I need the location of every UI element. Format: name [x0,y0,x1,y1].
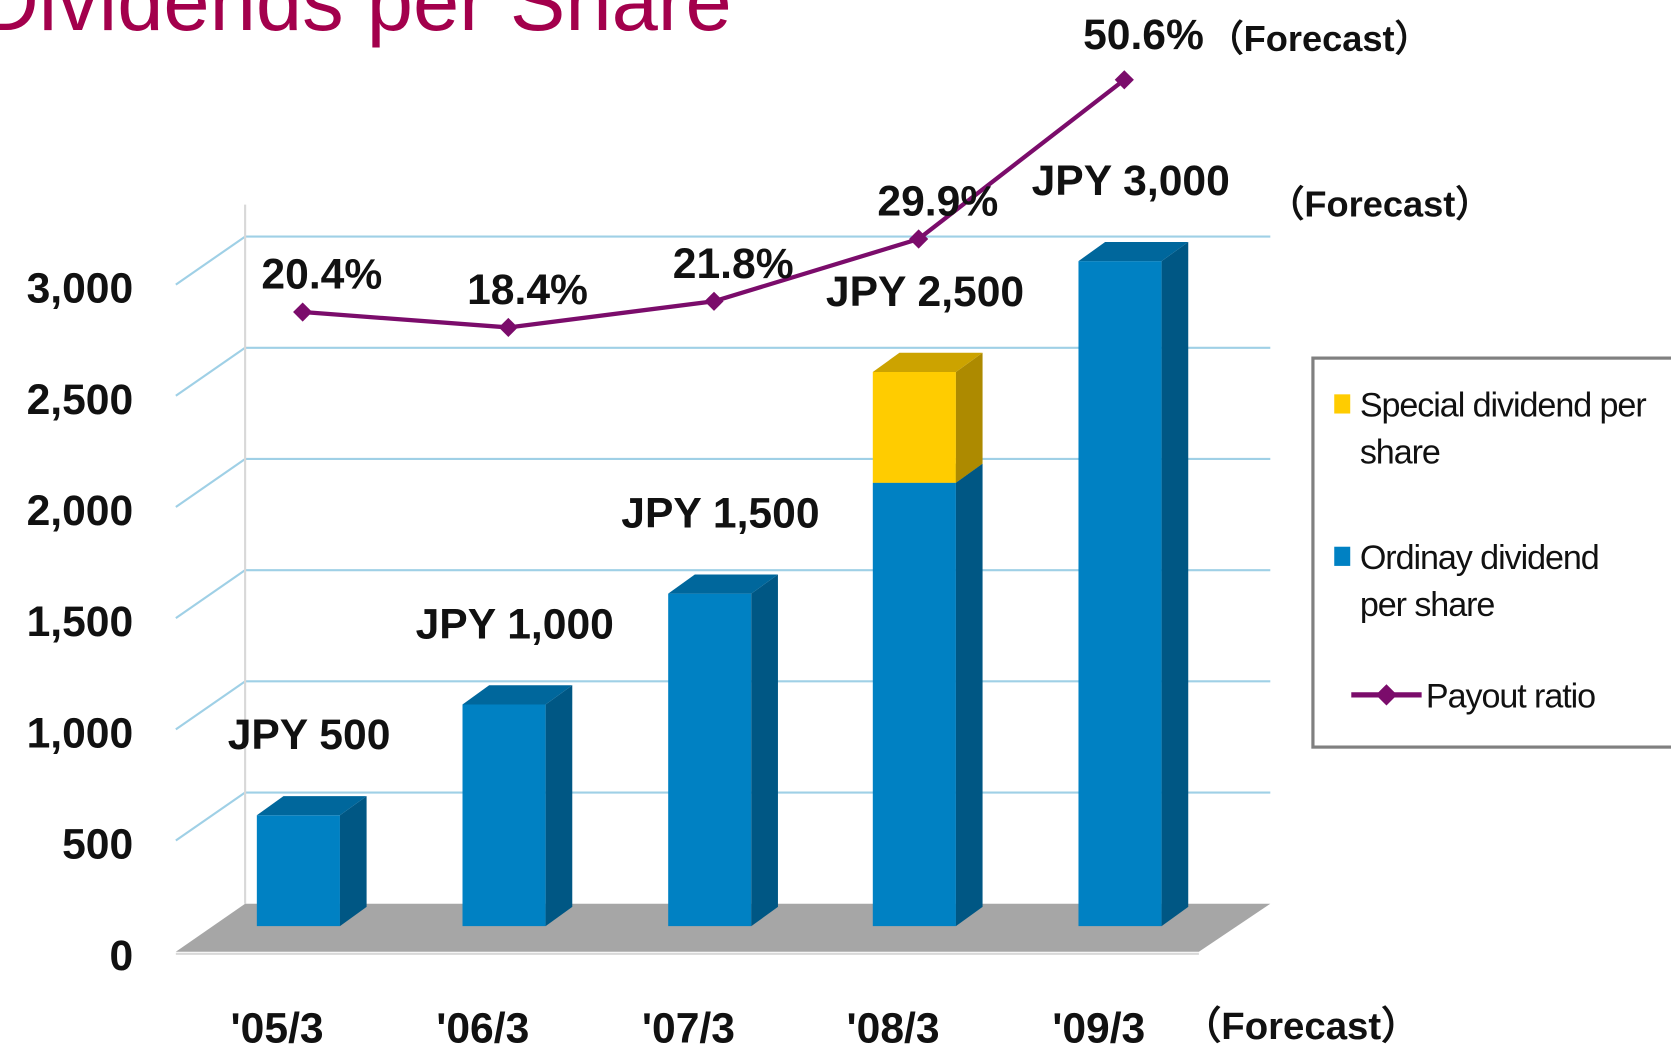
legend-label: Payout ratio [1426,678,1595,716]
x-tick-label: '08/3 [847,1004,940,1047]
bar [462,685,573,927]
bar-front [668,593,752,927]
line-marker [704,291,724,311]
legend-swatch [1334,394,1351,414]
grid-line-side [175,235,246,286]
line-label: 29.9% [877,178,998,226]
grid-line-side [175,680,246,731]
y-tick-label: 500 [62,821,133,869]
annotation: （Forecast） [1183,1005,1420,1047]
annotation: （Forecast） [1207,18,1430,59]
bar-label: JPY 2,500 [826,268,1024,316]
legend-label: Special dividend per share [1359,385,1647,472]
bar [872,463,983,927]
y-tick-label: 1,500 [27,598,134,646]
grid-line-side [175,346,246,397]
bar-side [545,685,573,927]
bar-front [1078,261,1162,927]
bar-top [872,352,983,372]
line-label: 21.8% [673,240,794,288]
y-tick-label: 1,000 [27,709,134,757]
bar-label: JPY 1,000 [416,600,614,648]
bar-top [256,796,367,816]
bar-side [751,574,778,927]
line-label: 20.4% [261,251,382,299]
floor [175,903,1271,952]
grid-line-side [175,458,246,508]
bar-top [668,574,778,594]
legend-label: Ordinay dividend per share [1359,538,1600,624]
bar-top [462,685,573,705]
line-marker [293,302,313,322]
bar-front [872,371,956,483]
grid-line-side [175,791,246,842]
bar-top [1078,241,1189,262]
line-marker [1114,70,1134,90]
legend-item: Special dividend per share [1359,385,1647,472]
y-tick-label: 2,500 [27,376,134,424]
line-label: 50.6% [1083,11,1204,59]
bar-side [955,463,983,927]
line-label: 18.4% [467,266,588,314]
x-tick-label: '05/3 [231,1004,324,1047]
legend-swatch [1334,546,1351,566]
line-marker [498,317,518,338]
x-tick-label: '09/3 [1052,1004,1145,1047]
bar [872,352,983,483]
grid-line-side [175,569,246,620]
y-tick-label: 3,000 [27,265,134,313]
bar-side [955,352,983,483]
bar-side [339,796,367,927]
y-tick-label: 0 [110,932,134,980]
bar [256,796,367,927]
bar-label: JPY 500 [228,711,391,759]
chart-title: Dividends per Share [0,0,732,48]
x-tick-label: '07/3 [642,1004,735,1047]
bar-front [872,482,956,927]
bar-label: JPY 3,000 [1032,157,1230,205]
bar [1078,241,1189,927]
x-tick-label: '06/3 [436,1004,529,1047]
line-marker [909,229,929,249]
bar-side [1161,241,1189,927]
y-tick-label: 2,000 [27,487,134,535]
legend-item: Ordinay dividend per share [1359,538,1600,624]
legend-box [1311,356,1671,749]
bar-label: JPY 1,500 [621,490,819,538]
annotation: （Forecast） [1268,183,1491,224]
bar [668,574,778,927]
bar-front [256,815,340,927]
bar-front [462,704,546,927]
